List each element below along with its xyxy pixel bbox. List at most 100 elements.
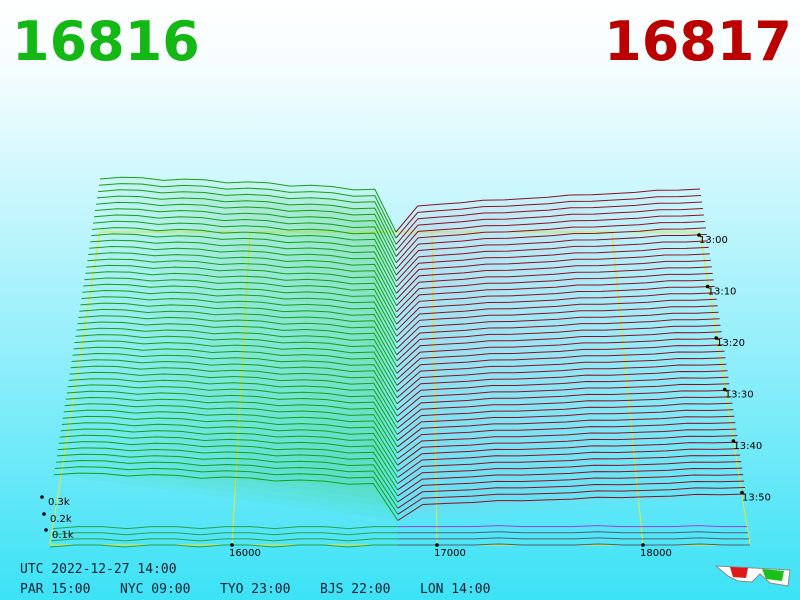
bid-depth-row [78,315,398,368]
bid-depth-row [56,453,399,503]
ask-depth-row [396,370,728,405]
ask-depth-row [396,331,722,368]
ask-depth-row [398,543,750,546]
time-tick [705,284,710,289]
ask-depth-row [396,357,726,392]
ask-depth-row [396,305,718,343]
depth-label: 0.2k [50,514,72,525]
ask-depth-row [396,253,710,294]
ask-depth-row [397,493,747,521]
ask-depth-row [396,376,729,411]
depth-tick [44,528,48,532]
time-tick [740,490,744,495]
ask-depth-row [397,441,739,472]
bid-depth-row [60,428,399,478]
bid-depth-row [52,526,398,530]
bid-depth-row [54,466,399,515]
bid-depth-row [75,334,398,386]
ask-depth-row [396,344,724,380]
depth-tick [42,512,46,516]
time-label: 13:00 [699,235,728,246]
ask-depth-row [397,422,736,454]
bid-depth-row [70,365,398,417]
ask-depth-row [397,428,737,460]
time-label: 13:30 [725,390,754,401]
time-label: 13:20 [716,338,745,349]
bid-depth-row [67,384,398,435]
ask-depth-row [397,435,738,466]
ask-depth-row [397,467,743,497]
ask-depth-row [396,337,723,374]
ask-depth-row [396,324,721,362]
city-clock: BJS 22:00 [320,582,390,597]
ask-depth-row [396,279,714,319]
ask-depth-row [397,448,740,478]
ask-depth-row [396,272,713,313]
bid-depth-row [53,472,399,521]
city-clock: PAR 15:00 [20,582,90,597]
bid-depth-row [73,346,398,398]
time-tick [731,439,736,443]
ask-depth-row [397,461,742,491]
time-label: 13:10 [708,287,737,298]
bid-depth-row [96,201,397,257]
bid-depth-row [62,415,398,466]
bid-depth-row [83,283,398,337]
ask-depth-row [396,383,730,417]
ask-depth-row [396,350,725,386]
bid-depth-row [64,403,398,454]
bid-depth-row [84,277,398,331]
time-label: 13:50 [742,493,771,504]
time-tick [723,387,727,392]
floor-grid-line [431,231,438,546]
bid-depth-row [80,302,398,355]
floor-grid-line [231,231,251,546]
ask-depth-row [396,389,731,423]
bid-depth-row [97,195,397,251]
bid-depth-row [58,441,399,491]
ask-depth-row [396,311,719,349]
depth-label: 0.3k [48,497,70,508]
depth-tick [40,495,44,499]
ask-depth-row [397,531,748,534]
time-tick [714,336,718,340]
glasses-icon [714,565,791,587]
price-label: 16000 [229,548,261,559]
bid-depth-row [55,459,399,509]
ask-depth-row [397,415,735,448]
bid-depth-row [69,371,398,423]
ask-depth-row [397,480,745,509]
ask-depth-row [397,487,746,515]
bid-depth-row [74,340,398,392]
ask-depth-row [396,318,720,356]
ask-depth-row [396,298,717,337]
bid-depth-row [77,321,398,374]
bid-depth-row [79,308,398,362]
ask-depth-row [396,409,734,442]
bid-price: 16816 [12,10,200,73]
bid-depth-row [81,296,398,349]
bid-depth-row [57,447,399,497]
ask-depth-row [396,396,732,429]
depth-label: 0.1k [52,530,74,541]
bid-depth-row [76,327,398,380]
price-tick [230,543,234,547]
bid-depth-row [95,208,397,263]
ask-depth-row [396,285,715,325]
depth-surface [49,176,751,548]
city-clock: LON 14:00 [420,582,490,597]
bid-depth-row [61,422,398,472]
price-tick [435,543,439,547]
bid-depth-row [71,359,398,411]
labels: 0.3k 0.2k 0.1k 16000 17000 18000 13:00 13:10 13:… [40,233,771,559]
bid-depth-row [97,189,397,245]
price-tick [641,543,645,547]
ask-depth-row [396,246,709,288]
bid-depth-row [63,409,398,460]
bid-depth-row [98,183,397,239]
price-label: 17000 [434,548,466,559]
bid-depth-row [72,352,398,405]
bid-depth-row [49,544,398,548]
bid-depth-row [50,538,398,542]
